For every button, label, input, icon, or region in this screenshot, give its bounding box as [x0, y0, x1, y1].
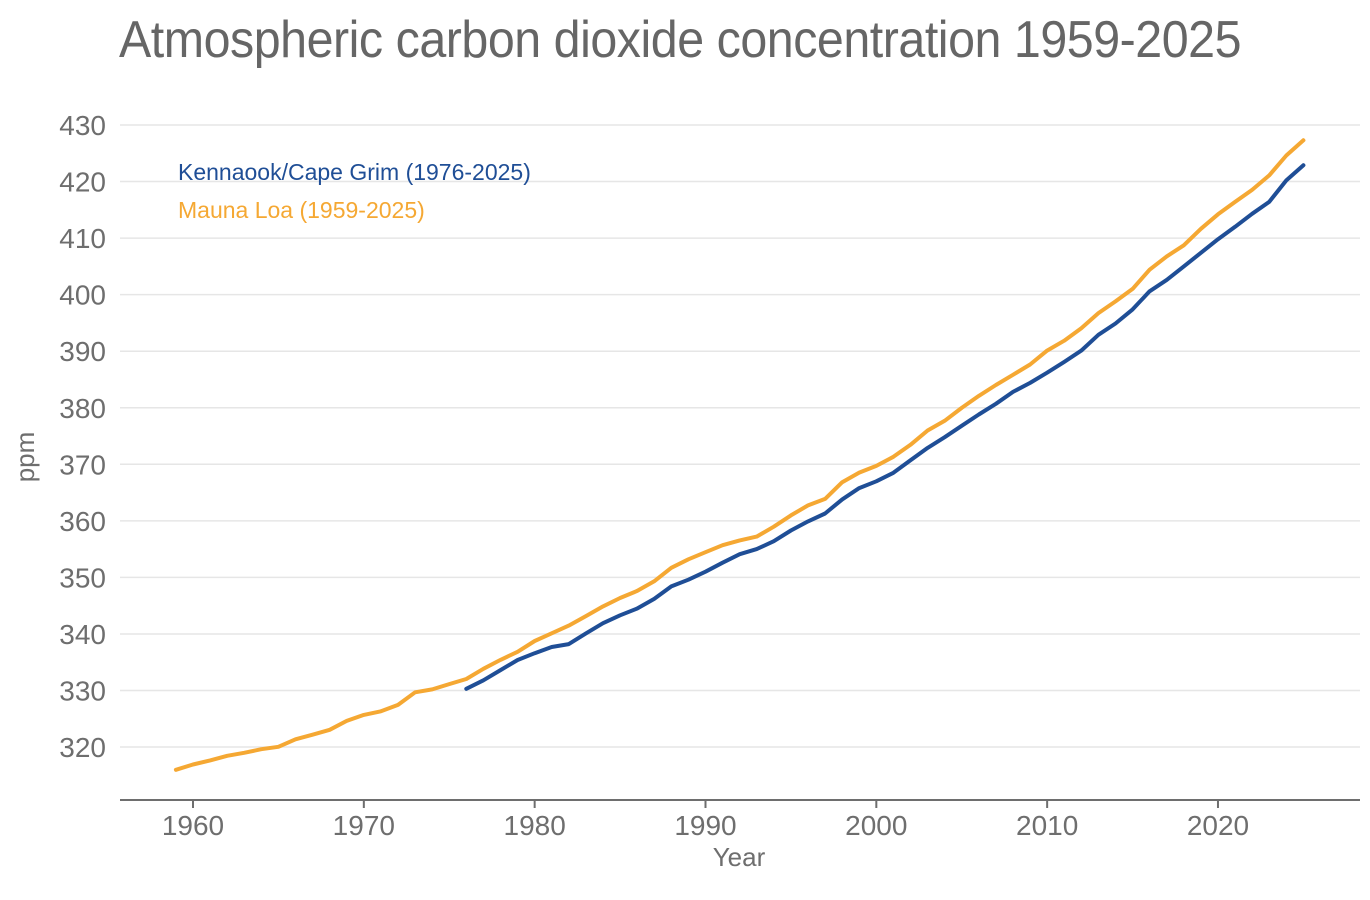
y-tick-label: 360 [59, 506, 106, 537]
x-tick-label: 1980 [504, 810, 566, 841]
y-tick-label: 390 [59, 336, 106, 367]
x-tick-label: 2000 [845, 810, 907, 841]
y-tick-label: 330 [59, 676, 106, 707]
legend: Kennaook/Cape Grim (1976-2025) Mauna Loa … [178, 159, 531, 223]
y-tick-label: 420 [59, 167, 106, 198]
y-axis-label: ppm [10, 432, 40, 483]
gridlines [120, 124, 1360, 748]
x-tick-label: 1970 [333, 810, 395, 841]
y-tick-label: 340 [59, 619, 106, 650]
y-axis-ticks: 320 330 340 350 360 370 380 390 400 410 420 430 [59, 110, 106, 763]
series-lines [173, 138, 1306, 772]
x-tick-label: 2010 [1016, 810, 1078, 841]
y-tick-label: 430 [59, 110, 106, 141]
y-tick-label: 350 [59, 562, 106, 593]
y-tick-label: 410 [59, 223, 106, 254]
chart-title: Atmospheric carbon dioxide concentration… [119, 11, 1242, 69]
series-line-cape-grim [464, 163, 1306, 691]
y-tick-label: 380 [59, 393, 106, 424]
legend-item-cape-grim: Kennaook/Cape Grim (1976-2025) [178, 159, 531, 185]
y-tick-label: 320 [59, 732, 106, 763]
series-line-mauna-loa [173, 138, 1306, 772]
x-axis: 1960 1970 1980 1990 2000 2010 2020 [120, 799, 1360, 841]
y-tick-label: 400 [59, 280, 106, 311]
legend-item-mauna-loa: Mauna Loa (1959-2025) [178, 197, 425, 223]
y-tick-label: 370 [59, 449, 106, 480]
x-axis-label: Year [713, 842, 766, 872]
x-tick-label: 2020 [1187, 810, 1249, 841]
x-tick-label: 1960 [162, 810, 224, 841]
x-tick-label: 1990 [674, 810, 736, 841]
